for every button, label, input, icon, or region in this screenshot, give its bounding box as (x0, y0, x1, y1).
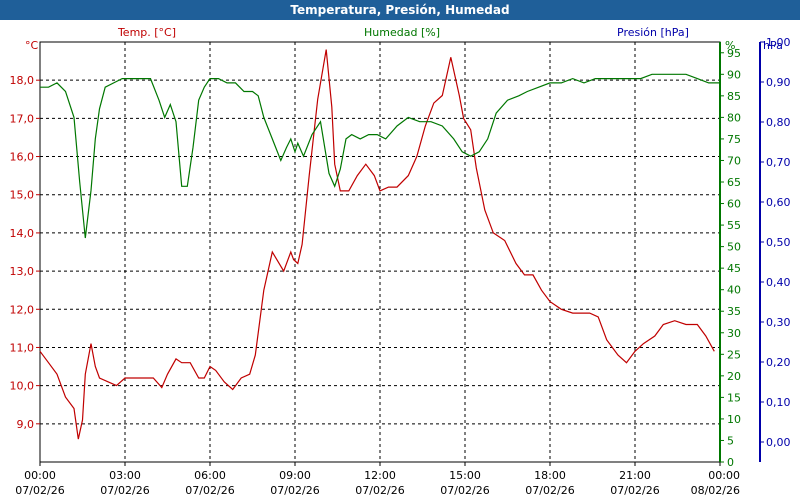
pressure-tick-label: 1,00 (766, 36, 791, 49)
humidity-tick-label: 85 (727, 90, 741, 103)
temp-tick-label: 13,0 (10, 265, 35, 278)
temp-tick-label: 15,0 (10, 189, 35, 202)
time-tick-label: 06:00 (194, 469, 226, 482)
humidity-tick-label: 10 (727, 413, 741, 426)
humidity-tick-label: 60 (727, 198, 741, 211)
pressure-tick-label: 0,30 (766, 316, 791, 329)
time-tick-label: 09:00 (279, 469, 311, 482)
humidity-tick-label: 0 (727, 456, 734, 469)
time-tick-label: 12:00 (364, 469, 396, 482)
humidity-tick-label: 55 (727, 219, 741, 232)
humidity-tick-label: 5 (727, 434, 734, 447)
humidity-tick-label: 95 (727, 47, 741, 60)
temp-tick-label: 18,0 (10, 74, 35, 87)
date-tick-label: 07/02/26 (100, 484, 149, 497)
temp-tick-label: 16,0 (10, 151, 35, 164)
temp-axis-ticks: 9,0 10,0 11,0 12,0 13,0 14,0 15,0 16,0 17,0 18,0 (10, 74, 40, 431)
humidity-tick-label: 75 (727, 133, 741, 146)
date-tick-label: 07/02/26 (355, 484, 404, 497)
humidity-tick-label: 35 (727, 305, 741, 318)
time-tick-label: 15:00 (449, 469, 481, 482)
pressure-tick-label: 0,60 (766, 196, 791, 209)
humidity-tick-label: 70 (727, 154, 741, 167)
time-tick-label: 18:00 (534, 469, 566, 482)
time-tick-label: 00:00 (708, 469, 740, 482)
date-tick-label: 08/02/26 (691, 484, 740, 497)
pressure-unit-label: hPa (763, 39, 783, 52)
temp-tick-label: 10,0 (10, 380, 35, 393)
temp-unit-label: °C (25, 39, 39, 52)
pressure-tick-label: 0,70 (766, 156, 791, 169)
series-lines (39, 49, 720, 440)
humidity-tick-label: 50 (727, 241, 741, 254)
humidity-tick-label: 25 (727, 348, 741, 361)
humidity-tick-label: 30 (727, 327, 741, 340)
humidity-unit-label: % (725, 39, 735, 52)
temp-tick-label: 12,0 (10, 303, 35, 316)
chart-title: Temperatura, Presión, Humedad (0, 0, 800, 20)
humidity-tick-label: 20 (727, 370, 741, 383)
time-tick-label: 21:00 (619, 469, 651, 482)
humidity-axis-ticks: 0 5 10 15 20 25 30 35 40 45 50 55 60 65 70 75 80 85 90 95 (720, 47, 741, 469)
temp-tick-label: 11,0 (10, 341, 35, 354)
humidity-tick-label: 15 (727, 391, 741, 404)
humidity-tick-label: 40 (727, 284, 741, 297)
time-tick-label: 00:00 (24, 469, 56, 482)
date-tick-label: 07/02/26 (185, 484, 234, 497)
temp-tick-label: 17,0 (10, 112, 35, 125)
humidity-series-line (40, 73, 720, 239)
pressure-tick-label: 0,80 (766, 116, 791, 129)
axes (39, 41, 761, 463)
pressure-tick-label: 0,20 (766, 356, 791, 369)
grid-lines (40, 42, 720, 462)
humidity-tick-label: 90 (727, 68, 741, 81)
humidity-axis-label: Humedad [%] (364, 26, 440, 39)
humidity-tick-label: 80 (727, 111, 741, 124)
date-tick-label: 07/02/26 (525, 484, 574, 497)
pressure-tick-label: 0,10 (766, 396, 791, 409)
pressure-tick-label: 0,90 (766, 76, 791, 89)
pressure-axis-ticks: 0,00 0,10 0,20 0,30 0,40 0,50 0,60 0,70 0,80 0,90… (760, 36, 791, 449)
date-tick-label: 07/02/26 (270, 484, 319, 497)
pressure-tick-label: 0,40 (766, 276, 791, 289)
pressure-tick-label: 0,50 (766, 236, 791, 249)
humidity-tick-label: 45 (727, 262, 741, 275)
temp-axis-label: Temp. [°C] (117, 26, 176, 39)
pressure-tick-label: 0,00 (766, 436, 791, 449)
date-tick-label: 07/02/26 (15, 484, 64, 497)
time-axis-ticks: 00:00 07/02/26 03:00 07/02/26 06:00 07/02/26 0… (15, 462, 740, 497)
humidity-tick-label: 65 (727, 176, 741, 189)
temp-tick-label: 9,0 (17, 418, 35, 431)
temp-tick-label: 14,0 (10, 227, 35, 240)
temperature-series-line (39, 49, 715, 440)
date-tick-label: 07/02/26 (440, 484, 489, 497)
time-tick-label: 03:00 (109, 469, 141, 482)
pressure-axis-label: Presión [hPa] (617, 26, 689, 39)
date-tick-label: 07/02/26 (610, 484, 659, 497)
